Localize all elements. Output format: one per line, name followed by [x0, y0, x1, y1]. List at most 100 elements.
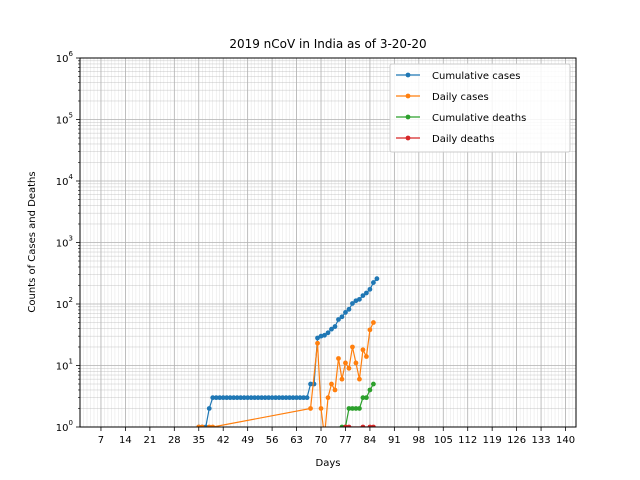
data-point-cumulative-cases: [343, 310, 348, 315]
x-tick-label: 7: [98, 435, 104, 446]
series-group: [196, 276, 380, 427]
x-tick-label: 126: [507, 435, 526, 446]
data-point-cumulative-cases: [227, 395, 233, 401]
data-point-cumulative-cases: [252, 395, 258, 401]
data-point-cumulative-cases: [346, 306, 352, 312]
data-point-cumulative-cases: [241, 395, 247, 401]
x-tick-label: 91: [388, 435, 401, 446]
x-tick-label: 77: [339, 435, 352, 446]
x-tick-label: 42: [217, 435, 230, 446]
data-point-cumulative-deaths: [367, 387, 373, 393]
data-point-cumulative-deaths: [357, 406, 362, 411]
x-tick-label: 35: [192, 435, 205, 446]
data-point-cumulative-deaths: [346, 406, 352, 411]
x-tick-label: 112: [458, 435, 477, 446]
x-tick-label: 56: [266, 435, 279, 446]
x-tick-label: 49: [241, 435, 254, 446]
data-point-cumulative-cases: [273, 395, 279, 401]
y-tick-label: 102: [56, 296, 73, 311]
data-point-cumulative-deaths: [350, 406, 355, 411]
x-tick-label: 105: [434, 435, 453, 446]
data-point-daily-cases: [318, 406, 324, 411]
data-point-cumulative-cases: [297, 395, 303, 401]
legend-label-cumulative-deaths: Cumulative deaths: [432, 113, 526, 124]
x-tick-label: 28: [168, 435, 181, 446]
data-point-cumulative-cases: [322, 332, 327, 338]
data-point-cumulative-cases: [217, 395, 223, 401]
data-point-cumulative-cases: [371, 280, 376, 285]
data-point-cumulative-cases: [301, 395, 306, 401]
x-tick-label: 21: [143, 435, 156, 446]
data-point-cumulative-cases: [308, 381, 313, 387]
data-point-cumulative-cases: [290, 395, 296, 401]
data-point-cumulative-deaths: [364, 395, 369, 401]
data-point-cumulative-deaths: [360, 395, 366, 401]
data-point-daily-deaths: [371, 424, 376, 427]
data-point-daily-cases: [329, 381, 334, 387]
data-point-daily-cases: [343, 360, 348, 366]
x-tick-label: 14: [119, 435, 132, 446]
y-tick-label: 103: [56, 235, 73, 250]
data-point-daily-cases: [315, 340, 320, 346]
data-point-cumulative-cases: [231, 395, 237, 401]
data-point-cumulative-cases: [248, 395, 254, 401]
data-point-cumulative-cases: [374, 276, 380, 282]
data-point-cumulative-cases: [357, 296, 362, 302]
data-point-cumulative-cases: [294, 395, 299, 401]
y-axis-ticks: 100 101 102 103 104 105 106: [56, 50, 80, 434]
data-point-cumulative-cases: [364, 290, 369, 296]
y-tick-label: 104: [56, 173, 74, 188]
x-tick-label: 70: [315, 435, 328, 446]
data-point-daily-cases: [357, 376, 362, 382]
data-point-daily-cases: [360, 347, 366, 353]
legend-marker-cumulative-cases: [405, 72, 411, 78]
data-point-daily-cases: [325, 395, 331, 401]
data-point-cumulative-cases: [287, 395, 292, 401]
x-tick-label: 63: [290, 435, 303, 446]
legend-marker-cumulative-deaths: [405, 114, 411, 120]
data-point-cumulative-cases: [367, 286, 373, 292]
x-tick-label: 140: [556, 435, 575, 446]
data-point-cumulative-cases: [262, 395, 268, 401]
data-point-cumulative-cases: [259, 395, 265, 401]
legend-label-daily-cases: Daily cases: [432, 92, 489, 103]
data-point-daily-cases: [371, 320, 376, 325]
y-tick-label: 101: [56, 358, 73, 373]
legend-box: [389, 63, 571, 153]
data-point-cumulative-cases: [304, 395, 310, 401]
data-point-cumulative-cases: [360, 293, 366, 298]
data-point-daily-cases: [210, 424, 216, 427]
data-point-daily-cases: [367, 327, 373, 333]
y-axis-title: Counts of Cases and Deaths: [27, 171, 38, 312]
x-tick-label: 133: [532, 435, 551, 446]
data-point-daily-deaths: [346, 424, 352, 427]
data-point-cumulative-cases: [224, 395, 230, 401]
legend-marker-daily-cases: [405, 93, 411, 99]
data-point-cumulative-cases: [276, 395, 282, 401]
data-point-cumulative-cases: [206, 406, 212, 411]
data-point-daily-cases: [364, 354, 369, 359]
data-point-cumulative-cases: [332, 324, 338, 329]
data-point-cumulative-cases: [339, 314, 345, 320]
x-axis-title: Days: [316, 458, 341, 469]
legend-label-cumulative-cases: Cumulative cases: [432, 71, 520, 82]
data-point-cumulative-cases: [210, 395, 216, 401]
legend: Cumulative cases Daily cases Cumulative de…: [389, 63, 571, 153]
data-point-cumulative-cases: [234, 395, 240, 401]
data-point-cumulative-cases: [245, 395, 251, 401]
data-point-daily-cases: [353, 360, 359, 366]
data-point-daily-cases: [199, 424, 205, 427]
data-point-cumulative-cases: [350, 301, 355, 306]
legend-label-daily-deaths: Daily deaths: [432, 134, 495, 145]
data-point-cumulative-cases: [255, 395, 261, 401]
x-tick-label: 84: [364, 435, 377, 446]
y-tick-label: 100: [56, 419, 73, 434]
y-tick-label: 105: [56, 112, 73, 127]
data-point-daily-cases: [346, 365, 352, 371]
data-point-daily-cases: [332, 387, 338, 393]
data-point-daily-cases: [308, 406, 313, 411]
data-point-daily-cases: [350, 344, 355, 350]
data-point-cumulative-cases: [311, 381, 317, 387]
series-layer: [196, 276, 380, 427]
